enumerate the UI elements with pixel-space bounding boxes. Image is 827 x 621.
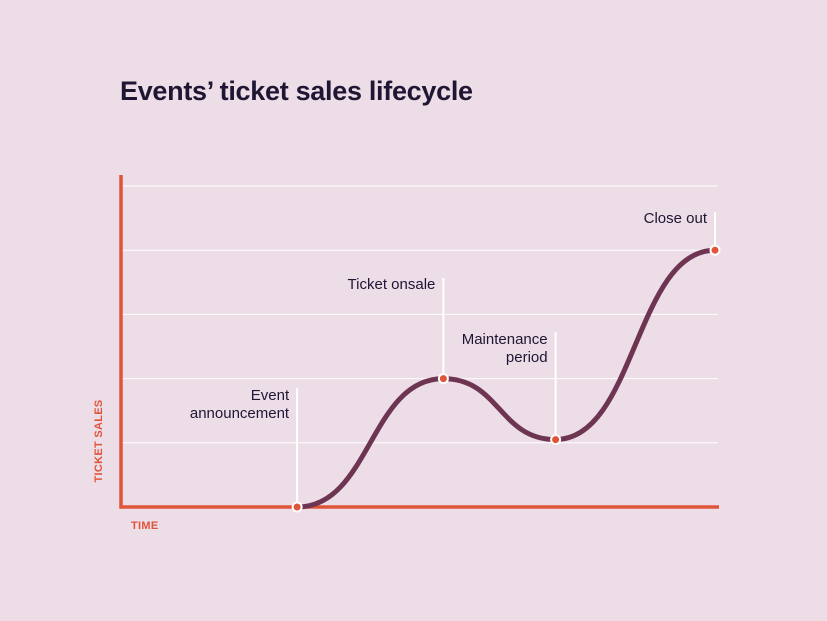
stage-label-line: Close out bbox=[644, 210, 708, 227]
y-axis-label: TICKET SALES bbox=[93, 399, 105, 482]
gridlines bbox=[121, 185, 718, 444]
stage-label: Maintenance period bbox=[462, 331, 548, 366]
stage-annotations: Event announcement Ticket onsale Maintenanc… bbox=[190, 210, 721, 513]
chart-title: Events’ ticket sales lifecycle bbox=[120, 76, 473, 106]
stage-label-line: Event bbox=[251, 387, 290, 404]
stage-label: Close out bbox=[644, 210, 708, 227]
stage-label-line: period bbox=[506, 349, 548, 366]
x-axis-label: TIME bbox=[131, 520, 158, 532]
stage-label-line: Maintenance bbox=[462, 331, 548, 348]
stage-label-line: announcement bbox=[190, 405, 290, 422]
stage-label: Ticket onsale bbox=[348, 276, 436, 293]
stage-label: Event announcement bbox=[190, 387, 290, 422]
stage-marker bbox=[437, 373, 449, 385]
stage-marker bbox=[550, 434, 562, 446]
stage-label-line: Ticket onsale bbox=[348, 276, 436, 293]
sales-curve bbox=[294, 247, 718, 510]
stage-marker bbox=[291, 501, 303, 513]
stage-marker bbox=[709, 244, 721, 256]
